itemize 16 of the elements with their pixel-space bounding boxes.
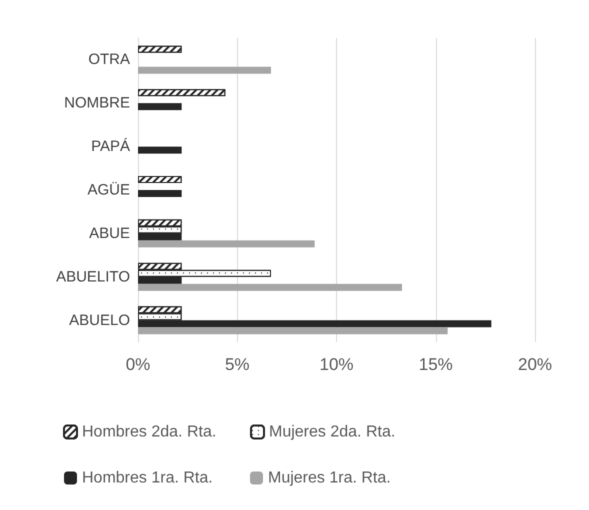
legend-label: Hombres 1ra. Rta. xyxy=(82,470,213,486)
legend-label: Mujeres 2da. Rta. xyxy=(269,424,396,440)
y-tick-label: NOMBRE xyxy=(64,94,130,112)
legend-label: Hombres 2da. Rta. xyxy=(82,424,216,440)
y-tick-label: OTRA xyxy=(88,51,130,68)
y-tick-label: PAPÁ xyxy=(91,137,130,156)
x-tick-label: 0% xyxy=(126,355,150,374)
x-tick-label: 15% xyxy=(418,355,453,374)
y-tick-label: ABUELO xyxy=(69,312,130,329)
x-tick-label: 10% xyxy=(319,355,354,374)
y-tick-label: AGÜE xyxy=(87,182,130,198)
y-tick-label: ABUE xyxy=(89,224,130,242)
y-tick-label: ABUELITO xyxy=(56,268,130,286)
legend-label: Mujeres 1ra. Rta. xyxy=(268,470,391,486)
x-tick-label: 20% xyxy=(518,355,552,374)
x-tick-label: 5% xyxy=(224,355,250,374)
